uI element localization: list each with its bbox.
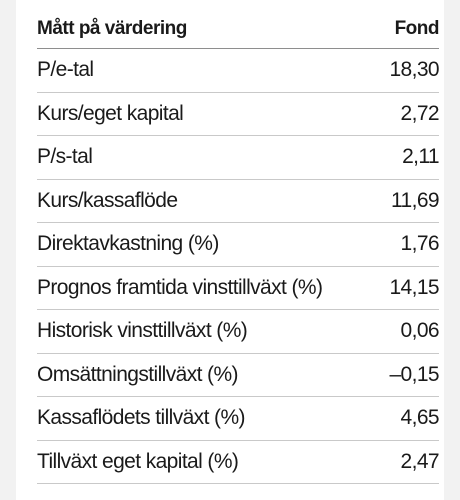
row-value: 11,69 — [391, 188, 440, 212]
row-label: Kassaflödets tillväxt (%) — [37, 406, 246, 430]
row-label: P/s-tal — [37, 145, 93, 169]
table-row: Kurs/kassaflöde 11,69 — [37, 180, 440, 223]
row-value: 14,15 — [389, 275, 439, 299]
row-value: 18,30 — [389, 58, 439, 82]
table-row: Tillväxt eget kapital (%) 2,47 — [37, 441, 440, 484]
table-row: Direktavkastning (%) 1,76 — [37, 223, 440, 267]
row-value: 2,11 — [402, 145, 440, 169]
row-label: Direktavkastning (%) — [37, 232, 219, 256]
row-value: 2,47 — [400, 449, 440, 473]
row-label: Tillväxt eget kapital (%) — [37, 449, 239, 473]
table-row: Kurs/eget kapital 2,72 — [37, 93, 440, 136]
row-label: Historisk vinsttillväxt (%) — [37, 319, 248, 343]
table-row: P/s-tal 2,11 — [37, 136, 440, 180]
valuation-table: Mått på värdering Fond P/e-tal 18,30 Kur… — [37, 10, 440, 484]
row-value: 1,76 — [400, 232, 440, 256]
row-label: Omsättningstillväxt (%) — [37, 362, 239, 386]
row-value: –0,15 — [389, 362, 439, 386]
row-label: Kurs/kassaflöde — [37, 188, 178, 212]
row-label: Kurs/eget kapital — [37, 101, 184, 125]
table-row: Prognos framtida vinsttillväxt (%) 14,15 — [37, 267, 440, 310]
table-row: Kassaflödets tillväxt (%) 4,65 — [37, 397, 440, 441]
header-label: Mått på värdering — [37, 18, 187, 39]
row-label: Prognos framtida vinsttillväxt (%) — [37, 275, 323, 299]
header-value: Fond — [394, 18, 440, 39]
right-background-bar — [444, 0, 460, 500]
table-header: Mått på värdering Fond — [37, 10, 440, 49]
table-row: Historisk vinsttillväxt (%) 0,06 — [37, 310, 440, 354]
table-row: Omsättningstillväxt (%) –0,15 — [37, 354, 440, 397]
row-value: 4,65 — [400, 406, 440, 430]
row-value: 0,06 — [400, 319, 440, 343]
row-value: 2,72 — [400, 101, 440, 125]
row-label: P/e-tal — [37, 58, 94, 82]
table-row: P/e-tal 18,30 — [37, 49, 440, 93]
left-background-bar — [0, 0, 16, 500]
